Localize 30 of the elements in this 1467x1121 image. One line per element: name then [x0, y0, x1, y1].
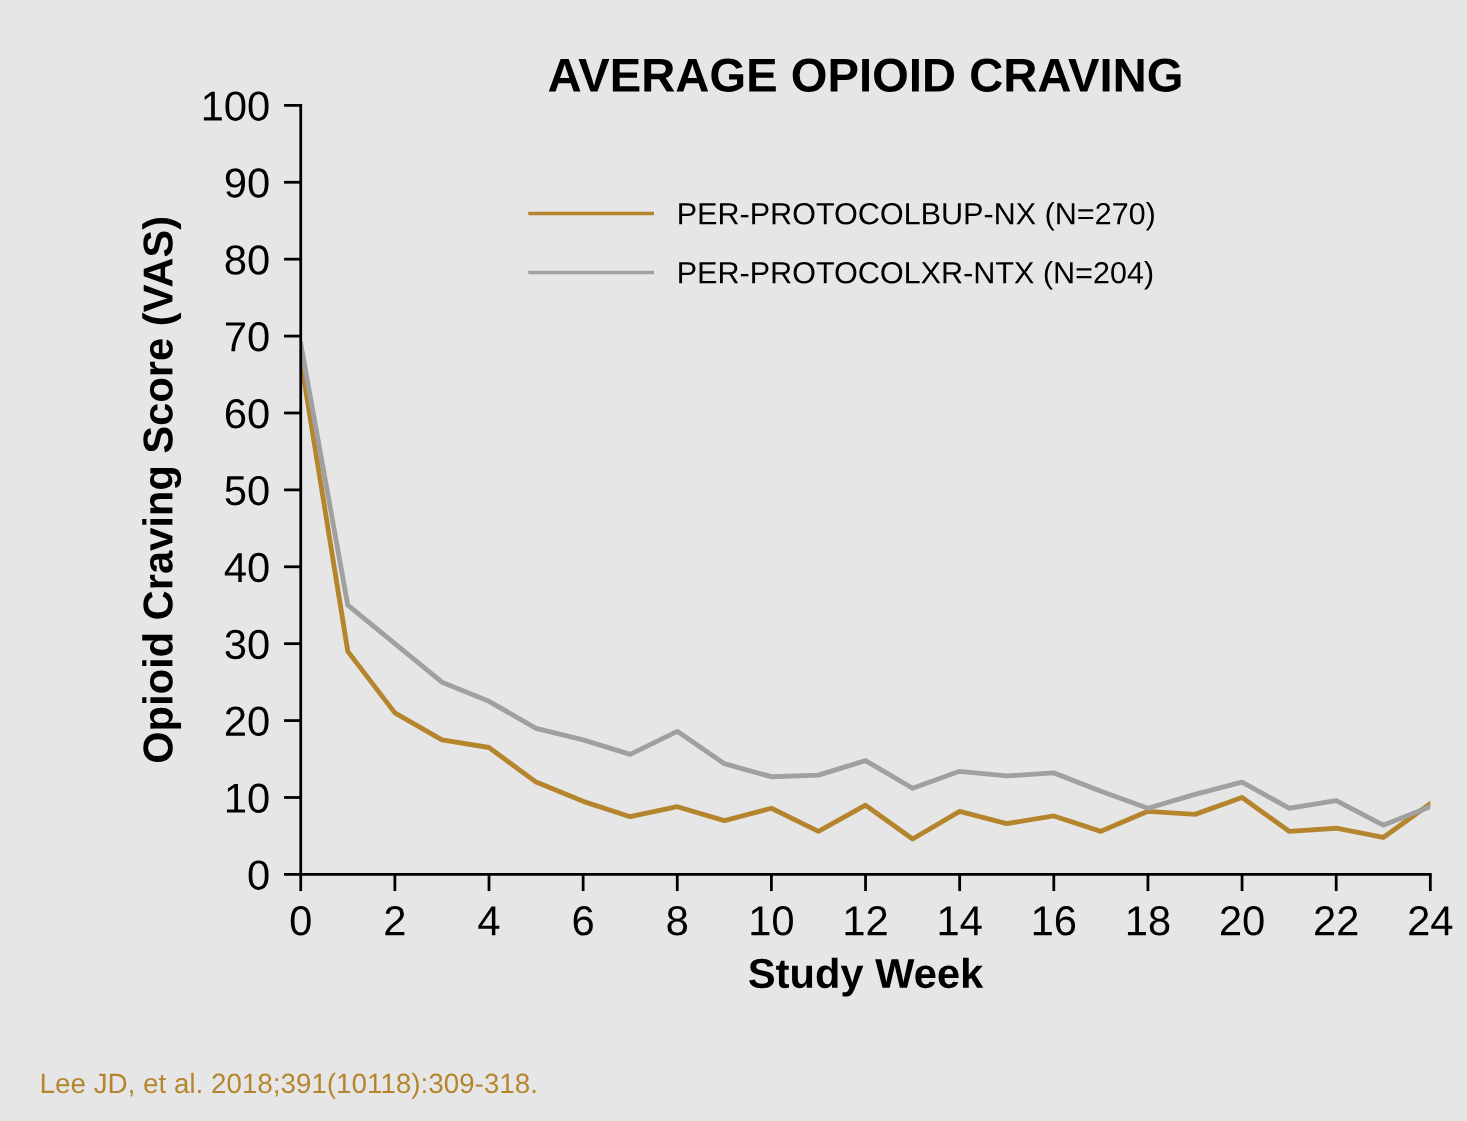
y-tick-label: 90	[225, 168, 269, 198]
x-tick-label: 20	[1220, 906, 1264, 936]
y-tick-label: 100	[203, 91, 269, 121]
y-tick-label: 20	[225, 706, 269, 737]
x-tick-label: 18	[1127, 906, 1170, 936]
y-tick-label: 80	[225, 245, 269, 275]
chart-title: AVERAGE OPIOID CRAVING	[548, 58, 1181, 92]
y-tick-label: 0	[248, 860, 269, 890]
x-tick-label: 8	[667, 906, 688, 936]
x-axis-title: Study Week	[749, 957, 984, 997]
x-tick-label: 12	[845, 906, 887, 936]
y-tick-label: 10	[227, 783, 269, 813]
x-tick-label: 24	[1409, 906, 1453, 936]
x-tick-label: 22	[1315, 906, 1358, 936]
x-tick-label: 10	[751, 906, 793, 936]
y-axis-title: Opioid Craving Score (VAS)	[142, 217, 182, 763]
x-tick-label: 6	[573, 906, 593, 936]
y-tick-label: 30	[225, 629, 269, 660]
x-tick-label: 16	[1033, 906, 1076, 936]
legend-label: PER-PROTOCOLBUP-NX (N=270)	[679, 202, 1154, 231]
text: Lee JD, et al. 2018;391(10118):309-318.	[41, 1072, 536, 1099]
y-tick-label: 50	[225, 475, 269, 506]
x-tick-label: 0	[290, 906, 311, 936]
x-tick-label: 14	[939, 906, 982, 936]
y-tick-label: 40	[224, 552, 269, 583]
x-tick-label: 2	[385, 906, 405, 936]
y-tick-label: 70	[225, 322, 269, 352]
y-tick-label: 60	[225, 398, 269, 429]
legend-label: PER-PROTOCOLXR-NTX (N=204)	[679, 261, 1153, 290]
x-tick-label: 4	[478, 906, 500, 936]
